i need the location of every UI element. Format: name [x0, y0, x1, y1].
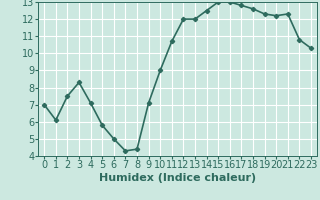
X-axis label: Humidex (Indice chaleur): Humidex (Indice chaleur) — [99, 173, 256, 183]
